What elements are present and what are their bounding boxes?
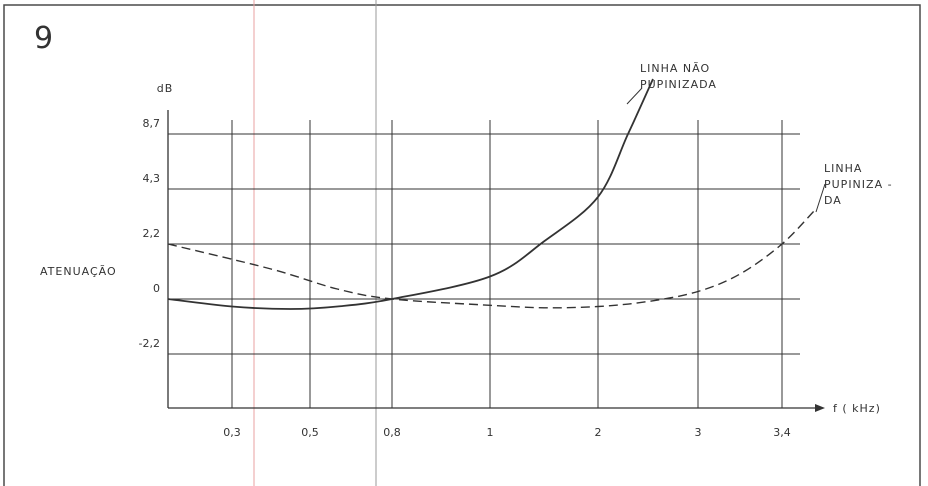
y-tick-label: 8,7 bbox=[143, 117, 161, 130]
figure-frame bbox=[3, 4, 921, 486]
y-unit-label: dB bbox=[157, 82, 174, 95]
axes bbox=[168, 404, 825, 412]
x-tick-label: 2 bbox=[595, 426, 602, 439]
series-annotation-2: PUPINIZA - bbox=[824, 178, 893, 191]
grid bbox=[167, 110, 800, 408]
series-annotation-1: LINHA NÃO bbox=[640, 62, 710, 75]
series-line-2 bbox=[167, 209, 816, 309]
x-tick-label: 0,5 bbox=[301, 426, 319, 439]
x-tick-labels: 0,3 0,5 0,8 1 2 3 3,4 bbox=[223, 426, 791, 439]
x-tick-label: 1 bbox=[487, 426, 494, 439]
x-tick-label: 3 bbox=[695, 426, 702, 439]
series-annotations: LINHA NÃO PUPINIZADA LINHA PUPINIZA - DA bbox=[626, 62, 893, 213]
x-tick-label: 3,4 bbox=[773, 426, 791, 439]
x-axis-label: f ( kHz) bbox=[833, 402, 881, 415]
y-tick-label: 4,3 bbox=[143, 172, 161, 185]
x-tick-label: 0,8 bbox=[383, 426, 401, 439]
y-tick-label: 2,2 bbox=[143, 227, 161, 240]
series-annotation-2: DA bbox=[824, 194, 842, 207]
series-annotation-2: LINHA bbox=[824, 162, 862, 175]
annotation-leader-line bbox=[626, 87, 643, 105]
series-line-1 bbox=[167, 78, 654, 310]
figure-number: 9 bbox=[34, 21, 53, 56]
series-annotation-1: PUPINIZADA bbox=[640, 78, 717, 91]
y-tick-label: 0 bbox=[153, 282, 160, 295]
series-lines bbox=[167, 78, 816, 310]
annotation-leader-line bbox=[815, 183, 826, 213]
x-axis-arrow-icon bbox=[815, 404, 825, 412]
y-axis-label: ATENUAÇÃO bbox=[40, 265, 117, 278]
x-tick-label: 0,3 bbox=[223, 426, 241, 439]
y-tick-labels: 8,7 4,3 2,2 0 -2,2 bbox=[139, 117, 160, 350]
y-tick-label: -2,2 bbox=[139, 337, 160, 350]
